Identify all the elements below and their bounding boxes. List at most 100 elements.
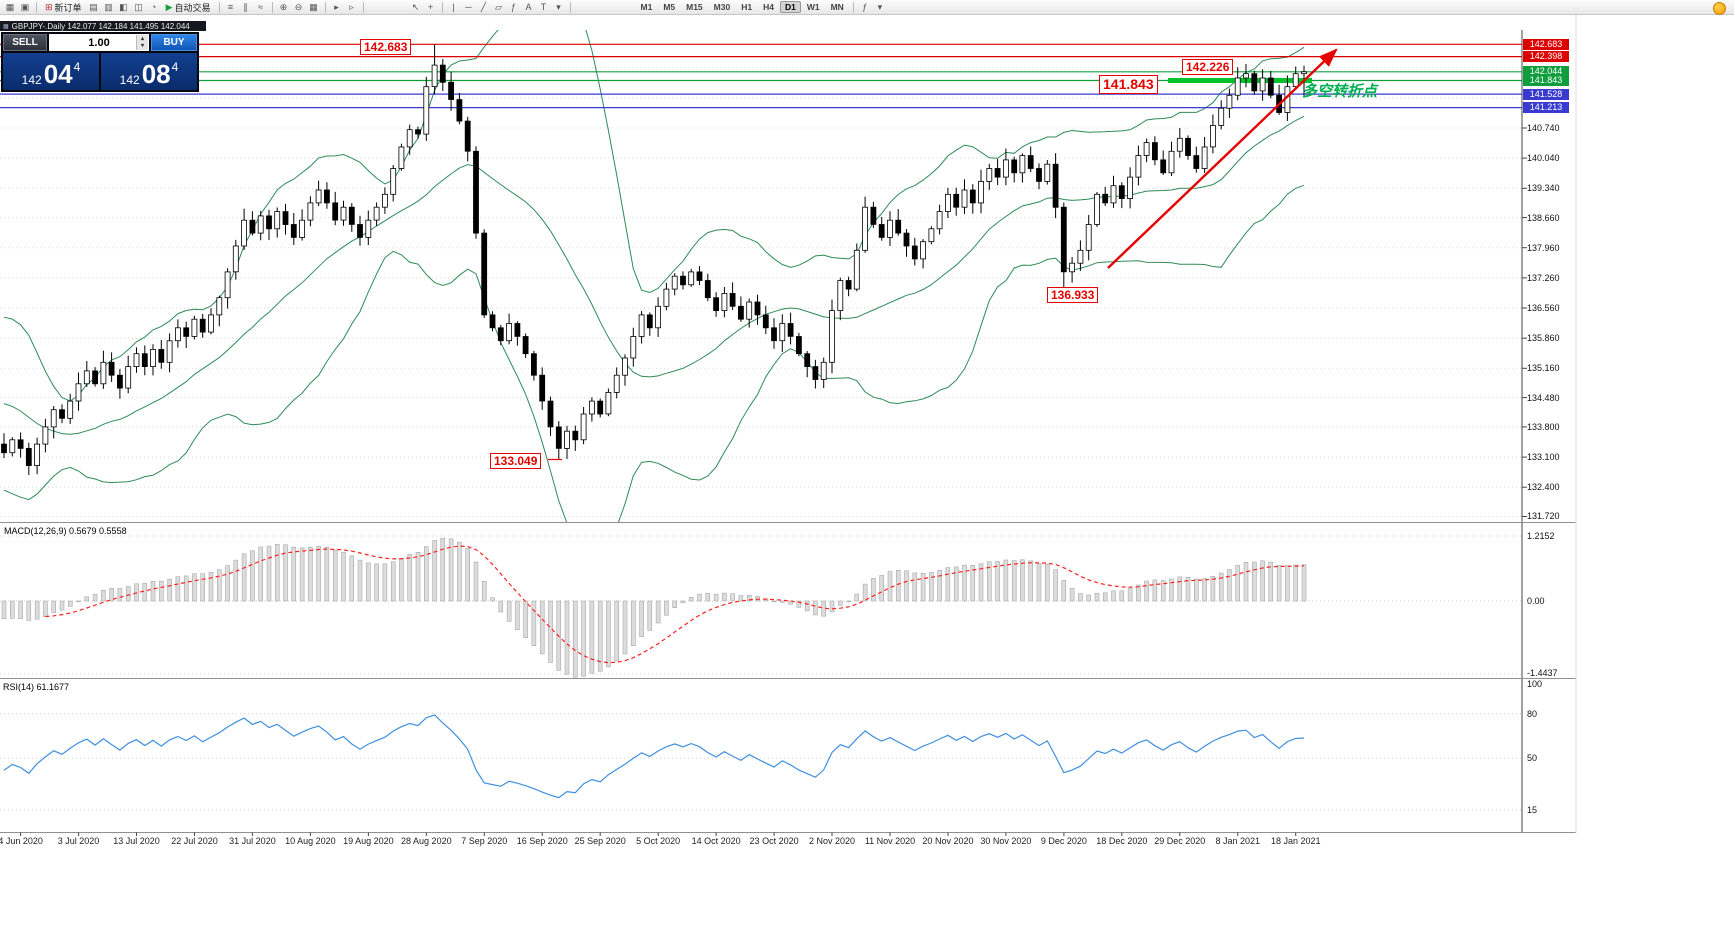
data-window-icon-glyph: ▥	[104, 1, 113, 12]
periods-dropdown-icon[interactable]: ▾	[873, 1, 887, 14]
vertical-line-icon[interactable]: |	[447, 1, 461, 14]
autotrading-button-glyph: ▶	[165, 1, 173, 12]
indicators-icon[interactable]: ƒ	[858, 1, 872, 14]
terminal-icon[interactable]: ◫	[132, 1, 146, 14]
bollinger-middle-band	[3, 115, 1305, 435]
new-order-button-glyph: ⊞	[45, 1, 53, 12]
toolbar-separator	[36, 1, 37, 13]
macd-pane[interactable]	[0, 535, 1522, 678]
volume-spinner[interactable]: ▴ ▾	[136, 35, 148, 50]
tile-windows-icon[interactable]: ▦	[307, 1, 321, 14]
timeframe-m1[interactable]: M1	[636, 1, 658, 13]
strategy-tester-icon[interactable]: ◔	[147, 1, 161, 14]
buy-price-sup: 4	[171, 60, 179, 74]
toolbar-separator	[362, 1, 364, 13]
label-icon[interactable]: T	[537, 1, 551, 14]
timeframe-mn[interactable]: MN	[826, 1, 849, 13]
data-window-icon[interactable]: ▥	[102, 1, 116, 14]
new-order-button[interactable]: ⊞ 新订单	[41, 1, 86, 14]
market-watch-icon-glyph: ▤	[89, 1, 98, 12]
toolbar-separator	[218, 1, 220, 13]
cursor-icon-glyph: ↖	[411, 1, 420, 12]
indicators-icon-glyph: ƒ	[862, 2, 868, 12]
arrows-icon[interactable]: ▾	[552, 1, 566, 14]
toolbar-separator	[324, 1, 326, 13]
zoom-out-icon[interactable]: ⊖	[292, 1, 306, 14]
buy-price-big: 08	[141, 59, 171, 89]
trend-arrow[interactable]	[1107, 48, 1338, 269]
timeframe-m15[interactable]: M15	[681, 1, 708, 13]
timeframe-m5[interactable]: M5	[658, 1, 680, 13]
sell-price-display[interactable]: 142 04 4	[3, 53, 99, 90]
chart-shift-icon-glyph: ▹	[349, 1, 354, 12]
equidistant-channel-icon-glyph: ▱	[495, 1, 502, 12]
macd-histogram	[1, 537, 1307, 678]
sell-button[interactable]: SELL	[3, 34, 47, 51]
toolbar-separator	[441, 1, 443, 13]
bollinger-lower-band	[3, 184, 1305, 522]
sell-price-big: 04	[43, 59, 73, 89]
profiles-icon-glyph: ▣	[20, 1, 30, 12]
chart-window-titlebar[interactable]: ▦ GBPJPY-.Daily 142.077 142.184 141.495 …	[0, 21, 206, 31]
volume-input[interactable]: 1.00 ▴ ▾	[49, 34, 149, 51]
bollinger-upper-band	[3, 30, 1305, 402]
auto-scroll-icon[interactable]: ▸	[330, 1, 344, 14]
new-chart-icon[interactable]: ▦	[3, 1, 17, 14]
candlestick-chart-icon[interactable]: ∥	[239, 1, 253, 14]
horizontal-line-icon[interactable]: ─	[462, 1, 476, 14]
timeframe-h4[interactable]: H4	[758, 1, 779, 13]
buy-price-display[interactable]: 142 08 4	[101, 53, 197, 90]
profiles-icon[interactable]: ▣	[18, 1, 32, 14]
rsi-grid	[0, 713, 1522, 811]
chart-window-title: GBPJPY-.Daily 142.077 142.184 141.495 14…	[11, 21, 190, 31]
line-chart-icon[interactable]: ≈	[254, 1, 268, 14]
market-watch-icon[interactable]: ▤	[87, 1, 101, 14]
volume-down-icon[interactable]: ▾	[140, 42, 144, 49]
price-grid	[0, 67, 1522, 517]
timeframe-d1[interactable]: D1	[779, 1, 801, 13]
fibonacci-icon[interactable]: ƒ	[507, 1, 521, 14]
text-icon[interactable]: A	[522, 1, 536, 14]
toolbar-separator	[271, 1, 273, 13]
trendline-icon[interactable]: ╱	[477, 1, 491, 14]
strategy-tester-icon-glyph: ◔	[150, 2, 157, 12]
timeframe-m5-label: M5	[663, 2, 676, 12]
bollinger-bands	[3, 30, 1305, 522]
toolbar-separator	[569, 1, 571, 13]
terminal-icon-glyph: ◫	[134, 1, 143, 12]
chart-shift-icon[interactable]: ▹	[345, 1, 359, 14]
main-toolbar: ▦ ▣ ⊞ 新订单 ▤ ▥ ◧ ◫ ◔ ▶ 自动交易 ≡ ∥ ≈ ⊕ ⊖ ▦ ▸ ▹ ↖ + | ─ ╱ ▱ ƒ A T ▾ M1 M5 M1…	[0, 0, 1734, 15]
fibonacci-icon-glyph: ƒ	[510, 2, 516, 12]
timeframe-h4-label: H4	[763, 2, 774, 12]
vertical-line-icon-glyph: |	[452, 2, 455, 12]
timeframe-w1-label: W1	[806, 2, 820, 12]
horizontal-line-icon-glyph: ─	[465, 2, 472, 12]
cursor-icon[interactable]: ↖	[409, 1, 423, 14]
bar-chart-icon[interactable]: ≡	[224, 1, 238, 14]
axes	[0, 15, 1577, 836]
auto-scroll-icon-glyph: ▸	[334, 1, 339, 12]
timeframe-w1[interactable]: W1	[802, 1, 825, 13]
arrows-icon-glyph: ▾	[556, 1, 561, 12]
timeframe-m30-label: M30	[713, 2, 731, 12]
zoom-in-icon[interactable]: ⊕	[277, 1, 291, 14]
rsi-pane[interactable]	[0, 713, 1522, 811]
notification-icon[interactable]	[1713, 2, 1726, 15]
volume-up-icon[interactable]: ▴	[140, 35, 144, 42]
navigator-icon[interactable]: ◧	[117, 1, 131, 14]
crosshair-icon[interactable]: +	[424, 1, 438, 14]
zoom-out-icon-glyph: ⊖	[294, 1, 303, 12]
text-icon-glyph: A	[525, 2, 532, 12]
zoom-in-icon-glyph: ⊕	[279, 1, 288, 12]
macd-indicator-label: MACD(12,26,9) 0.5679 0.5558	[4, 526, 127, 536]
main-chart-pane[interactable]	[0, 0, 1522, 558]
candlestick-chart-icon-glyph: ∥	[243, 1, 248, 12]
autotrading-button[interactable]: ▶ 自动交易	[162, 1, 215, 14]
timeframe-m30[interactable]: M30	[709, 1, 736, 13]
equidistant-channel-icon[interactable]: ▱	[492, 1, 506, 14]
buy-button[interactable]: BUY	[151, 34, 197, 51]
timeframe-h1[interactable]: H1	[736, 1, 757, 13]
macd-grid	[0, 535, 1522, 675]
